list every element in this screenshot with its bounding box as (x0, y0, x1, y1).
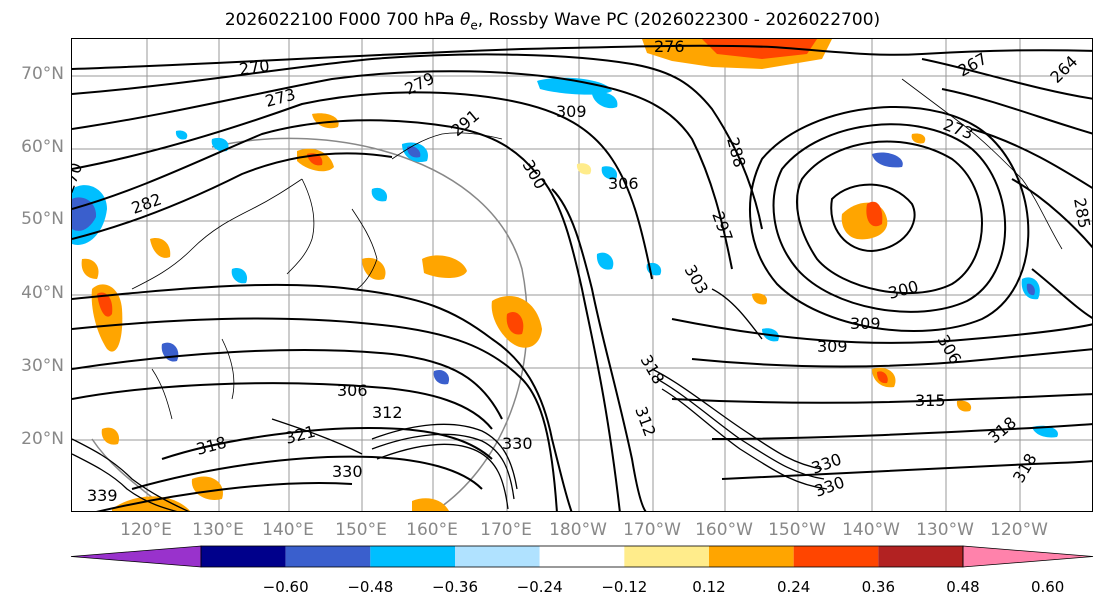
lon-label-150w: 150°W (768, 520, 826, 540)
colorbar-cell (285, 546, 371, 567)
lon-label-120e: 120°E (120, 520, 172, 540)
contour-label: 330 (332, 462, 363, 481)
theta-e-contours (72, 44, 1092, 511)
contour-label: 288 (723, 135, 749, 169)
colorbar-cell (455, 546, 540, 567)
contour-label: 270 (238, 56, 271, 79)
map-title: 2026022100 F000 700 hPa θe, Rossby Wave … (224, 10, 881, 33)
colorbar-cell (878, 546, 963, 567)
lon-label-180w: 180°W (549, 520, 607, 540)
lon-label-160w: 160°W (695, 520, 753, 540)
contour-labels: 276 270 273 279 291 300 306 309 303 297 … (72, 39, 1093, 505)
lon-label-120w: 120°W (990, 520, 1048, 540)
lat-label-50n: 50°N (21, 209, 64, 229)
colorbar-tick-label: 0.36 (861, 578, 896, 596)
contour-label: 285 (1070, 196, 1093, 229)
lat-label-20n: 20°N (21, 429, 64, 449)
lon-label-170e: 170°E (480, 520, 532, 540)
lat-label-70n: 70°N (21, 64, 64, 84)
colorbar-tick-label: 0.24 (776, 578, 811, 596)
contour-label: 309 (850, 314, 881, 333)
contour-label: 312 (631, 404, 659, 439)
contour-label: 318 (637, 352, 669, 388)
colorbar-tick-label: 0.48 (946, 578, 980, 596)
contour-label: 297 (708, 209, 736, 244)
lat-label-60n: 60°N (21, 137, 64, 157)
colorbar-cell (793, 546, 879, 567)
colorbar-tick-label: −0.36 (432, 578, 478, 596)
colorbar (70, 545, 1094, 568)
contour-label: 312 (372, 403, 403, 422)
contour-label: 318 (194, 433, 228, 459)
lon-label-140e: 140°E (262, 520, 314, 540)
colorbar-tick-label: −0.60 (262, 578, 309, 596)
colorbar-cell (370, 546, 455, 567)
map-canvas: 276 270 273 279 291 300 306 309 303 297 … (72, 39, 1093, 511)
map-panel: 276 270 273 279 291 300 306 309 303 297 … (71, 38, 1093, 512)
contour-label: 276 (654, 39, 685, 56)
contour-label: 303 (681, 262, 713, 298)
dense-contours (72, 288, 828, 511)
colorbar-tick-label: 0.12 (692, 578, 726, 596)
colorbar-cell (201, 546, 286, 567)
contour-label: 315 (915, 391, 946, 410)
colorbar-cell (624, 546, 709, 567)
contour-label: 318 (1009, 450, 1041, 486)
contour-label: 282 (129, 189, 164, 217)
contour-label: 291 (447, 106, 483, 140)
lon-label-160e: 160°E (406, 520, 458, 540)
lon-label-130w: 130°W (916, 520, 974, 540)
colorbar-tick-label: −0.24 (516, 578, 563, 596)
colorbar-tick-label: −0.48 (347, 578, 394, 596)
lon-label-140w: 140°W (842, 520, 900, 540)
contour-label: 309 (817, 337, 848, 356)
coastlines (131, 78, 1063, 420)
contour-label: 264 (1046, 52, 1081, 87)
lat-label-30n: 30°N (21, 356, 64, 376)
colorbar-tick-label: 0.60 (1030, 578, 1065, 596)
lat-label-40n: 40°N (21, 283, 64, 303)
contour-label: 306 (337, 381, 368, 400)
contour-label: 309 (556, 102, 587, 121)
lon-label-130e: 130°E (192, 520, 244, 540)
contour-label: 339 (87, 486, 118, 505)
contour-label: 300 (886, 277, 920, 303)
contour-label: 321 (283, 422, 317, 448)
contour-label: 300 (519, 157, 551, 193)
contour-label: 306 (608, 174, 639, 193)
lon-label-170w: 170°W (623, 520, 681, 540)
colorbar-tick-label: −0.12 (601, 578, 648, 596)
colorbar-cell (70, 545, 202, 568)
colorbar-cell (962, 545, 1094, 568)
colorbar-cell (709, 546, 794, 567)
colorbar-frame (200, 545, 964, 568)
contour-label: 318 (984, 413, 1020, 447)
colorbar-cell (539, 546, 625, 567)
lon-label-150e: 150°E (335, 520, 387, 540)
contour-label: 330 (502, 434, 533, 453)
